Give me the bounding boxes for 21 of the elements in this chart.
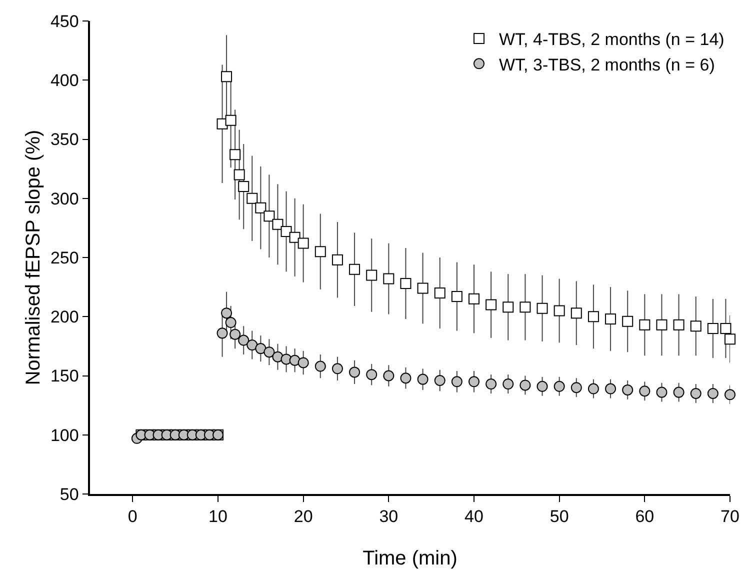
x-axis-title: Time (min) (362, 548, 458, 570)
y-tick-label: 200 (50, 308, 79, 327)
y-tick-label: 450 (50, 12, 79, 31)
y-tick-label: 100 (50, 426, 79, 445)
legend-label: WT, 4-TBS, 2 months (n = 14) (499, 30, 724, 50)
y-tick-label: 250 (50, 248, 79, 268)
x-tick-label: 20 (294, 507, 313, 526)
x-tick-label: 50 (550, 507, 569, 526)
y-tick-label: 400 (50, 71, 79, 90)
x-tick-label: 30 (379, 507, 398, 526)
y-tick-label: 50 (60, 484, 79, 504)
x-tick-label: 10 (208, 507, 228, 526)
x-tick-label: 60 (635, 507, 654, 526)
x-tick-label: 40 (464, 507, 484, 526)
x-tick-label: 70 (720, 507, 740, 526)
legend-label: WT, 3-TBS, 2 months (n = 6) (499, 55, 715, 74)
y-tick-label: 350 (50, 130, 79, 150)
y-axis-title: Normalised fEPSP slope (%) (22, 130, 44, 386)
x-tick-label: 0 (128, 507, 138, 526)
y-tick-label: 150 (50, 366, 79, 386)
y-tick-label: 300 (50, 189, 79, 208)
